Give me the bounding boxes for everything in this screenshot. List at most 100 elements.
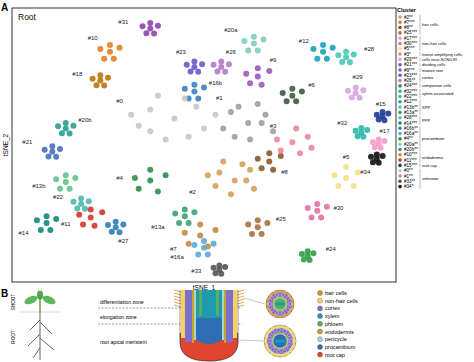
cortex — [226, 290, 233, 342]
cell-outline — [293, 340, 296, 343]
point — [218, 58, 224, 64]
root — [28, 312, 54, 360]
cell-outline — [291, 308, 294, 311]
legend-label: #14*** — [404, 121, 417, 126]
point — [113, 219, 119, 225]
legend-bracket — [420, 15, 421, 35]
point — [147, 128, 153, 134]
point — [262, 112, 268, 118]
point — [364, 127, 370, 133]
cluster-label: #14 — [19, 230, 30, 236]
point — [88, 206, 94, 212]
legend-bracket — [420, 116, 421, 125]
point — [239, 161, 245, 167]
point — [80, 221, 86, 227]
legend-swatch — [398, 95, 402, 99]
point — [182, 230, 188, 236]
point — [293, 98, 299, 104]
cell-outline — [286, 308, 290, 312]
point — [93, 82, 99, 88]
point — [34, 217, 40, 223]
root-tip — [174, 290, 244, 361]
legend-swatch — [398, 169, 402, 173]
diagram-legend-swatch — [318, 337, 323, 342]
cell-outline — [276, 325, 279, 328]
pericycle — [194, 290, 196, 340]
cell-outline — [276, 354, 279, 357]
point — [191, 89, 197, 95]
point — [205, 172, 211, 178]
point — [188, 69, 194, 75]
point — [136, 123, 142, 129]
point — [266, 68, 272, 74]
point — [211, 62, 217, 68]
cell-outline — [281, 354, 284, 357]
cell-outline — [267, 298, 270, 301]
legend-label: #15*** — [404, 163, 417, 168]
legend-swatch — [398, 31, 402, 35]
point — [259, 82, 265, 88]
cell-outline — [270, 312, 273, 315]
legend-label: #23*** — [404, 73, 417, 78]
stem — [39, 298, 40, 312]
zone-label: root apical meristem — [100, 339, 147, 345]
point — [301, 257, 307, 263]
point — [201, 238, 207, 244]
point — [191, 209, 197, 215]
point — [216, 169, 222, 175]
point — [182, 95, 188, 101]
point — [70, 123, 76, 129]
point — [380, 153, 386, 159]
legend-label: #17*** — [404, 36, 417, 41]
legend-swatch — [398, 158, 402, 162]
point — [353, 128, 359, 134]
point — [67, 130, 73, 136]
cs-xylem — [275, 340, 286, 343]
procambium — [196, 318, 222, 344]
legend-group: xylem associated — [422, 91, 454, 96]
cluster-label: #8 — [281, 169, 288, 175]
point — [243, 71, 249, 77]
cell-outline — [292, 345, 295, 348]
legend-label: #9*** — [404, 68, 415, 73]
legend-bracket — [420, 89, 421, 98]
point — [97, 72, 103, 78]
point — [191, 242, 197, 248]
point — [147, 20, 153, 26]
point — [249, 231, 255, 237]
diagram-legend-label: root cap — [325, 352, 345, 358]
diagram-legend-label: endodermis — [325, 329, 354, 335]
cell-outline — [279, 316, 282, 319]
point — [205, 252, 211, 258]
cell-outline — [287, 345, 291, 349]
legend-swatch — [398, 58, 402, 62]
point — [90, 76, 96, 82]
point — [59, 130, 65, 136]
point — [195, 69, 201, 75]
point — [251, 41, 257, 47]
point — [195, 95, 201, 101]
point — [381, 138, 387, 144]
point — [347, 59, 353, 65]
cs-endodermis — [272, 296, 288, 312]
point — [184, 62, 190, 68]
point — [259, 165, 265, 171]
legend-label: #13b** — [404, 105, 418, 110]
cell-outline — [281, 311, 285, 315]
cluster-label: #4 — [116, 175, 123, 181]
point — [318, 215, 324, 221]
point — [186, 220, 192, 226]
point — [320, 49, 326, 55]
point — [57, 146, 63, 152]
point — [251, 34, 257, 40]
point — [226, 61, 232, 67]
point — [171, 115, 177, 121]
legend-swatch — [398, 42, 402, 46]
point — [216, 263, 222, 269]
cluster-label: #6 — [308, 82, 315, 88]
point — [186, 134, 192, 140]
cs-cortex — [267, 328, 293, 354]
point — [147, 106, 153, 112]
point — [218, 64, 224, 70]
point — [247, 167, 253, 173]
